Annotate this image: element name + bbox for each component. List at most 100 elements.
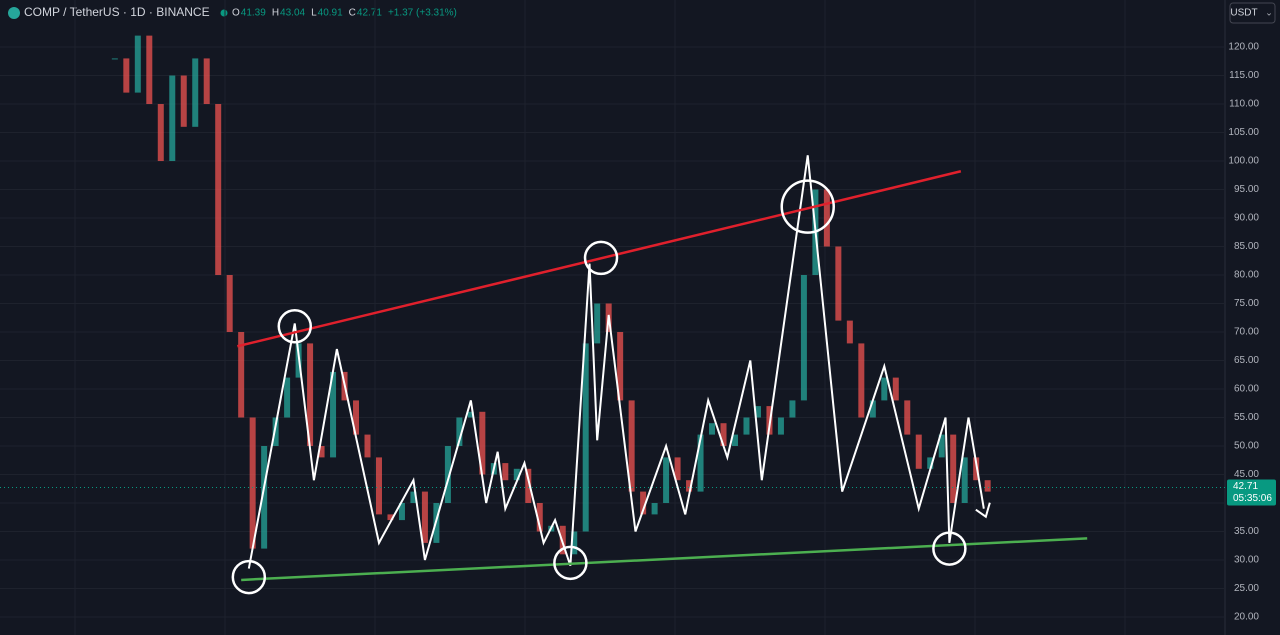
candle bbox=[479, 411, 486, 475]
currency[interactable]: USDT bbox=[1230, 8, 1257, 19]
ohlc-key: C bbox=[349, 8, 356, 19]
candle bbox=[169, 75, 176, 162]
candle bbox=[330, 371, 337, 458]
candle bbox=[456, 417, 463, 446]
ohlc: O 41.39 H 43.04 L 40.91 C 42.71 +1.37 (+3.31%) bbox=[232, 8, 457, 19]
highlight-circle bbox=[932, 531, 967, 566]
candle bbox=[686, 480, 693, 492]
symbol-icon bbox=[8, 7, 20, 19]
price-tag bbox=[1227, 479, 1276, 506]
candle bbox=[180, 75, 187, 127]
candle bbox=[617, 332, 624, 401]
candle bbox=[869, 400, 876, 418]
candle bbox=[881, 377, 888, 401]
candle bbox=[226, 275, 233, 333]
candle bbox=[835, 246, 842, 321]
candle bbox=[410, 491, 417, 503]
candle bbox=[927, 457, 934, 469]
y-tick-label: 55.00 bbox=[1234, 412, 1259, 423]
ohlc-key: O bbox=[232, 8, 240, 19]
y-tick-label: 20.00 bbox=[1234, 612, 1259, 623]
candle bbox=[307, 343, 314, 446]
candle bbox=[111, 58, 118, 60]
candle bbox=[754, 406, 761, 418]
y-tick-label: 110.00 bbox=[1229, 99, 1259, 110]
ohlc-value: 40.91 bbox=[318, 8, 343, 19]
candle bbox=[261, 445, 268, 549]
candle bbox=[823, 189, 830, 247]
candle bbox=[984, 480, 991, 492]
candle bbox=[444, 445, 451, 503]
candle bbox=[789, 400, 796, 418]
candle bbox=[375, 457, 382, 515]
change: +1.37 (+3.31%) bbox=[388, 8, 457, 19]
candle bbox=[640, 491, 647, 515]
y-tick-label: 45.00 bbox=[1234, 469, 1259, 480]
ohlc-value: 43.04 bbox=[280, 8, 305, 19]
y-tick-label: 90.00 bbox=[1234, 213, 1259, 224]
candle bbox=[846, 320, 853, 344]
candle bbox=[525, 468, 532, 503]
candle bbox=[387, 514, 394, 521]
y-tick-label: 60.00 bbox=[1234, 384, 1259, 395]
candle bbox=[146, 35, 153, 105]
candle bbox=[777, 417, 784, 435]
candle bbox=[398, 502, 405, 521]
candle bbox=[249, 417, 256, 549]
y-tick-label: 70.00 bbox=[1234, 327, 1259, 338]
y-tick-label: 100.00 bbox=[1228, 156, 1259, 167]
candle bbox=[502, 463, 509, 481]
y-tick-label: 80.00 bbox=[1234, 270, 1259, 281]
y-tick-label: 95.00 bbox=[1234, 184, 1259, 195]
candle bbox=[594, 303, 601, 344]
candle bbox=[674, 457, 681, 481]
candle bbox=[123, 58, 130, 93]
y-tick-label: 120.00 bbox=[1228, 42, 1259, 53]
plot bbox=[0, 0, 1225, 635]
candle bbox=[582, 343, 589, 532]
symbol: COMP / TetherUS · 1D · BINANCE bbox=[24, 5, 210, 19]
candle bbox=[238, 332, 245, 418]
candle bbox=[318, 445, 325, 458]
candle bbox=[192, 58, 199, 127]
currency-button[interactable] bbox=[1229, 2, 1276, 24]
y-tick-label: 65.00 bbox=[1234, 355, 1259, 366]
candle bbox=[858, 343, 865, 418]
ohlc-key: H bbox=[272, 8, 279, 19]
candle bbox=[892, 377, 899, 401]
highlight-circle bbox=[583, 240, 619, 276]
candle bbox=[651, 502, 658, 515]
highlight-circle bbox=[553, 545, 588, 581]
candle bbox=[571, 531, 578, 555]
y-tick-label: 35.00 bbox=[1234, 526, 1259, 537]
ohlc-value: 41.39 bbox=[241, 8, 266, 19]
status-dot bbox=[220, 9, 228, 17]
ohlc-key: L bbox=[311, 8, 317, 19]
drawing-line bbox=[247, 155, 985, 569]
highlight-circle bbox=[277, 309, 313, 344]
y-tick-label: 25.00 bbox=[1234, 583, 1259, 594]
y-tick-label: 30.00 bbox=[1234, 555, 1259, 566]
y-tick-label: 50.00 bbox=[1234, 441, 1259, 452]
drawing-line bbox=[237, 170, 962, 348]
candle bbox=[513, 468, 520, 481]
candle bbox=[203, 58, 210, 105]
arrow-head bbox=[975, 502, 991, 519]
y-tick-label: 115.00 bbox=[1229, 70, 1259, 81]
candle bbox=[709, 423, 716, 435]
candle bbox=[134, 35, 141, 93]
highlight-circle bbox=[780, 179, 835, 234]
drawing-line bbox=[241, 537, 1088, 582]
y-tick-label: 75.00 bbox=[1234, 298, 1259, 309]
candle bbox=[904, 400, 911, 435]
candle bbox=[800, 275, 807, 401]
candle bbox=[157, 104, 164, 162]
candle bbox=[421, 491, 428, 543]
highlight-circle bbox=[231, 559, 267, 595]
dropdown-arrow[interactable]: ⌄ bbox=[1265, 7, 1273, 17]
candle bbox=[732, 434, 738, 446]
candle bbox=[961, 457, 968, 503]
